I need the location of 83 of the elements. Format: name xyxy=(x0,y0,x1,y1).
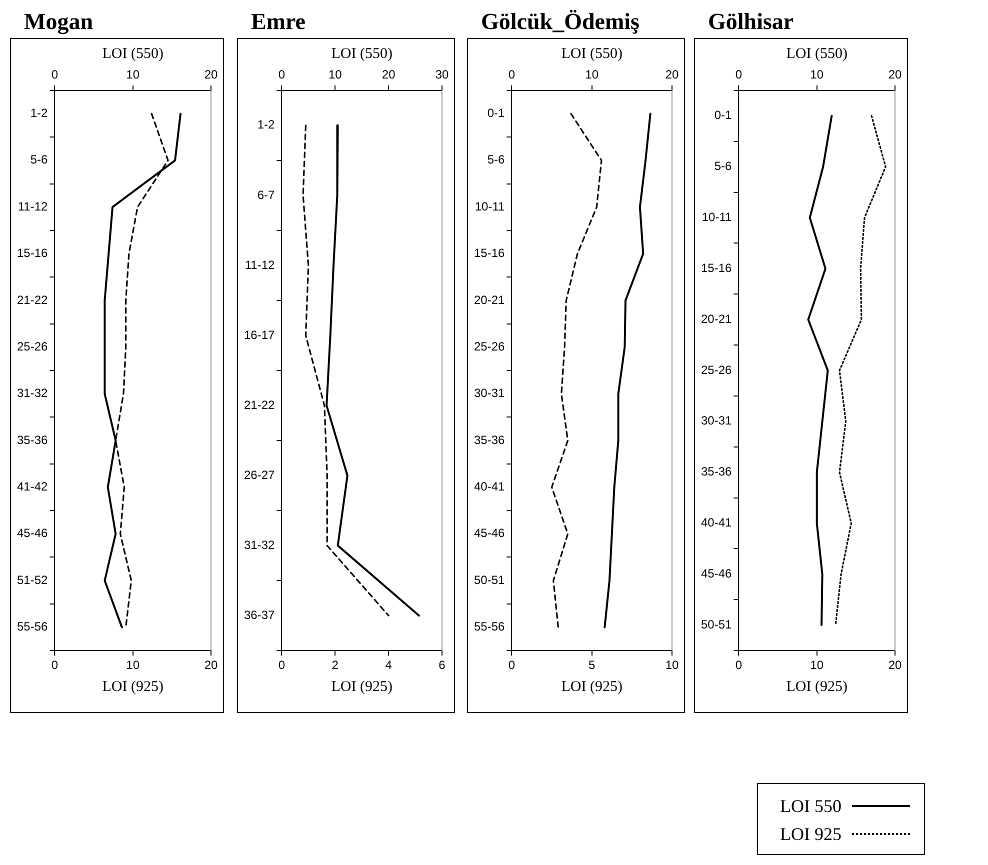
y-tick-label: 35-36 xyxy=(16,432,48,447)
x2-tick-label: 0 xyxy=(51,68,58,82)
x2-tick-label: 10 xyxy=(126,68,140,82)
y-tick-label: 51-52 xyxy=(16,572,48,587)
x2-tick-label: 0 xyxy=(508,68,516,82)
x-axis-title: LOI (925) xyxy=(102,678,164,695)
y-tick-label: 50-51 xyxy=(474,572,506,587)
y-tick-label: 15-16 xyxy=(700,260,732,275)
x2-axis-title: LOI (550) xyxy=(102,46,164,62)
y-tick-label: 35-36 xyxy=(700,464,732,479)
y-tick-label: 20-21 xyxy=(474,292,506,307)
y-tick-label: 5-6 xyxy=(714,159,732,174)
x-tick-label: 10 xyxy=(665,658,679,672)
x-tick-label: 10 xyxy=(126,658,140,672)
y-tick-label: 55-56 xyxy=(16,620,48,634)
x-axis-title: LOI (925) xyxy=(786,678,848,695)
y-tick-label: 25-26 xyxy=(16,339,48,354)
x2-tick-label: 20 xyxy=(382,68,396,82)
y-tick-label: 55-56 xyxy=(474,620,506,634)
x2-tick-label: 0 xyxy=(735,68,742,82)
x-tick-label: 0 xyxy=(508,658,516,672)
y-tick-label: 30-31 xyxy=(474,386,506,400)
x-tick-label: 6 xyxy=(438,658,446,672)
x2-tick-label: 20 xyxy=(888,68,902,82)
y-tick-label: 30-31 xyxy=(700,414,732,428)
y-tick-label: 45-46 xyxy=(474,526,506,540)
x-tick-label: 10 xyxy=(810,658,824,672)
y-tick-label: 10-11 xyxy=(474,199,506,214)
x2-tick-label: 10 xyxy=(810,68,824,82)
x-tick-label: 20 xyxy=(888,658,902,672)
x2-tick-label: 30 xyxy=(435,68,449,82)
y-tick-label: 36-37 xyxy=(244,608,276,622)
x2-axis-title: LOI (550) xyxy=(561,46,622,62)
x-tick-label: 5 xyxy=(588,658,596,672)
x2-tick-label: 0 xyxy=(278,68,286,82)
y-tick-label: 15-16 xyxy=(474,246,506,260)
y-tick-label: 21-22 xyxy=(16,292,48,307)
x-axis-title: LOI (925) xyxy=(331,678,392,695)
y-tick-label: 31-32 xyxy=(244,538,276,552)
y-tick-label: 26-27 xyxy=(244,468,276,482)
y-tick-label: 40-41 xyxy=(474,480,506,494)
x-tick-label: 0 xyxy=(51,658,58,672)
y-tick-label: 50-51 xyxy=(700,617,732,632)
y-tick-label: 5-6 xyxy=(487,152,506,167)
y-tick-label: 15-16 xyxy=(16,246,48,260)
y-tick-label: 45-46 xyxy=(700,566,732,581)
x-tick-label: 4 xyxy=(385,658,392,672)
chart-title: Emre xyxy=(250,8,307,36)
y-tick-label: 25-26 xyxy=(474,339,506,354)
y-tick-label: 16-17 xyxy=(244,328,276,342)
x-tick-label: 0 xyxy=(735,658,742,672)
legend-label: LOI 550 xyxy=(780,796,842,816)
y-tick-label: 40-41 xyxy=(700,516,732,530)
y-tick-label: 45-46 xyxy=(16,526,48,540)
x2-tick-label: 20 xyxy=(204,68,218,82)
x-tick-label: 2 xyxy=(332,658,339,672)
y-tick-label: 1-2 xyxy=(30,106,48,120)
x2-axis-title: LOI (550) xyxy=(331,46,392,62)
y-tick-label: 0-1 xyxy=(714,108,732,122)
y-tick-label: 20-21 xyxy=(700,312,732,326)
y-tick-label: 21-22 xyxy=(244,398,276,412)
chart-title: Gölcük_Ödemiş xyxy=(480,8,640,36)
x-axis-title: LOI (925) xyxy=(561,678,622,695)
chart-title: Mogan xyxy=(23,8,94,36)
y-tick-label: 31-32 xyxy=(16,386,48,400)
x2-tick-label: 10 xyxy=(328,68,342,82)
y-tick-label: 10-11 xyxy=(702,210,732,224)
y-tick-label: 5-6 xyxy=(30,152,48,167)
y-tick-label: 41-42 xyxy=(16,480,48,494)
y-tick-label: 6-7 xyxy=(257,188,276,202)
legend-label: LOI 925 xyxy=(780,824,842,844)
y-tick-label: 35-36 xyxy=(474,432,506,447)
y-tick-label: 1-2 xyxy=(257,118,276,132)
chart-title: Gölhisar xyxy=(707,8,795,36)
x-tick-label: 0 xyxy=(278,658,286,672)
y-tick-label: 11-12 xyxy=(244,258,276,272)
x2-tick-label: 10 xyxy=(585,68,599,82)
y-tick-label: 11-12 xyxy=(18,199,48,214)
x2-tick-label: 20 xyxy=(665,68,679,82)
x2-axis-title: LOI (550) xyxy=(786,46,848,62)
x-tick-label: 20 xyxy=(204,658,218,672)
y-tick-label: 25-26 xyxy=(700,362,732,377)
y-tick-label: 0-1 xyxy=(487,106,506,120)
